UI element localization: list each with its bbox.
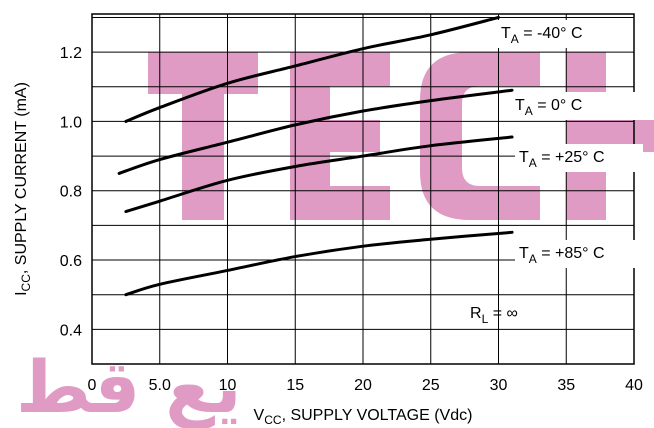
series-line-0 [124,15,500,123]
series-label-backing [515,240,643,268]
x-tick-label: 15 [286,377,304,394]
series-label-backing [511,92,639,120]
x-axis-ticks: 0 5.0 10 15 20 25 30 35 40 [88,377,643,394]
watermark-letter-e-mid [290,120,380,152]
x-tick-label: 0 [88,377,97,394]
watermark-arabic-text: يع قط [16,345,242,428]
y-axis-ticks: 0.4 0.6 0.8 1.0 1.2 [60,45,82,339]
y-axis-label: ICC, SUPPLY CURRENT (mA) [13,82,33,296]
y-tick-label: 0.6 [60,253,82,270]
x-tick-label: 5.0 [149,377,171,394]
series-line-3 [124,230,514,297]
series-group [117,15,514,297]
x-tick-label: 25 [422,377,440,394]
x-tick-label: 40 [625,377,643,394]
series-label-2: TA = +25° C [519,149,605,170]
series-label-0: TA = -40° C [501,25,583,46]
x-tick-label: 30 [490,377,508,394]
y-tick-label: 1.0 [60,114,82,131]
watermark-letter-t-stem [182,52,224,220]
x-tick-label: 10 [219,377,237,394]
watermark-letter-e-top [290,52,390,86]
series-labels: TA = -40° C TA = 0° C TA = +25° C TA = +85°… [497,20,643,268]
series-label-1: TA = 0° C [515,97,582,118]
series-line-2 [124,135,514,214]
y-tick-label: 0.4 [60,322,82,339]
watermark-letter-e-bottom [290,186,390,220]
x-tick-label: 35 [557,377,575,394]
series-label-backing [497,20,625,48]
x-tick-label: 20 [354,377,372,394]
load-resistance-label: RL = ∞ [470,305,518,326]
grid [91,14,635,365]
plot-frame [91,13,635,365]
y-tick-label: 1.2 [60,45,82,62]
y-tick-label: 0.8 [60,184,82,201]
x-axis-label: VCC, SUPPLY VOLTAGE (Vdc) [254,407,473,427]
series-line-1 [117,88,514,175]
series-label-3: TA = +85° C [519,245,605,266]
series-label-backing [515,144,643,172]
watermark-letter-c [420,52,540,220]
